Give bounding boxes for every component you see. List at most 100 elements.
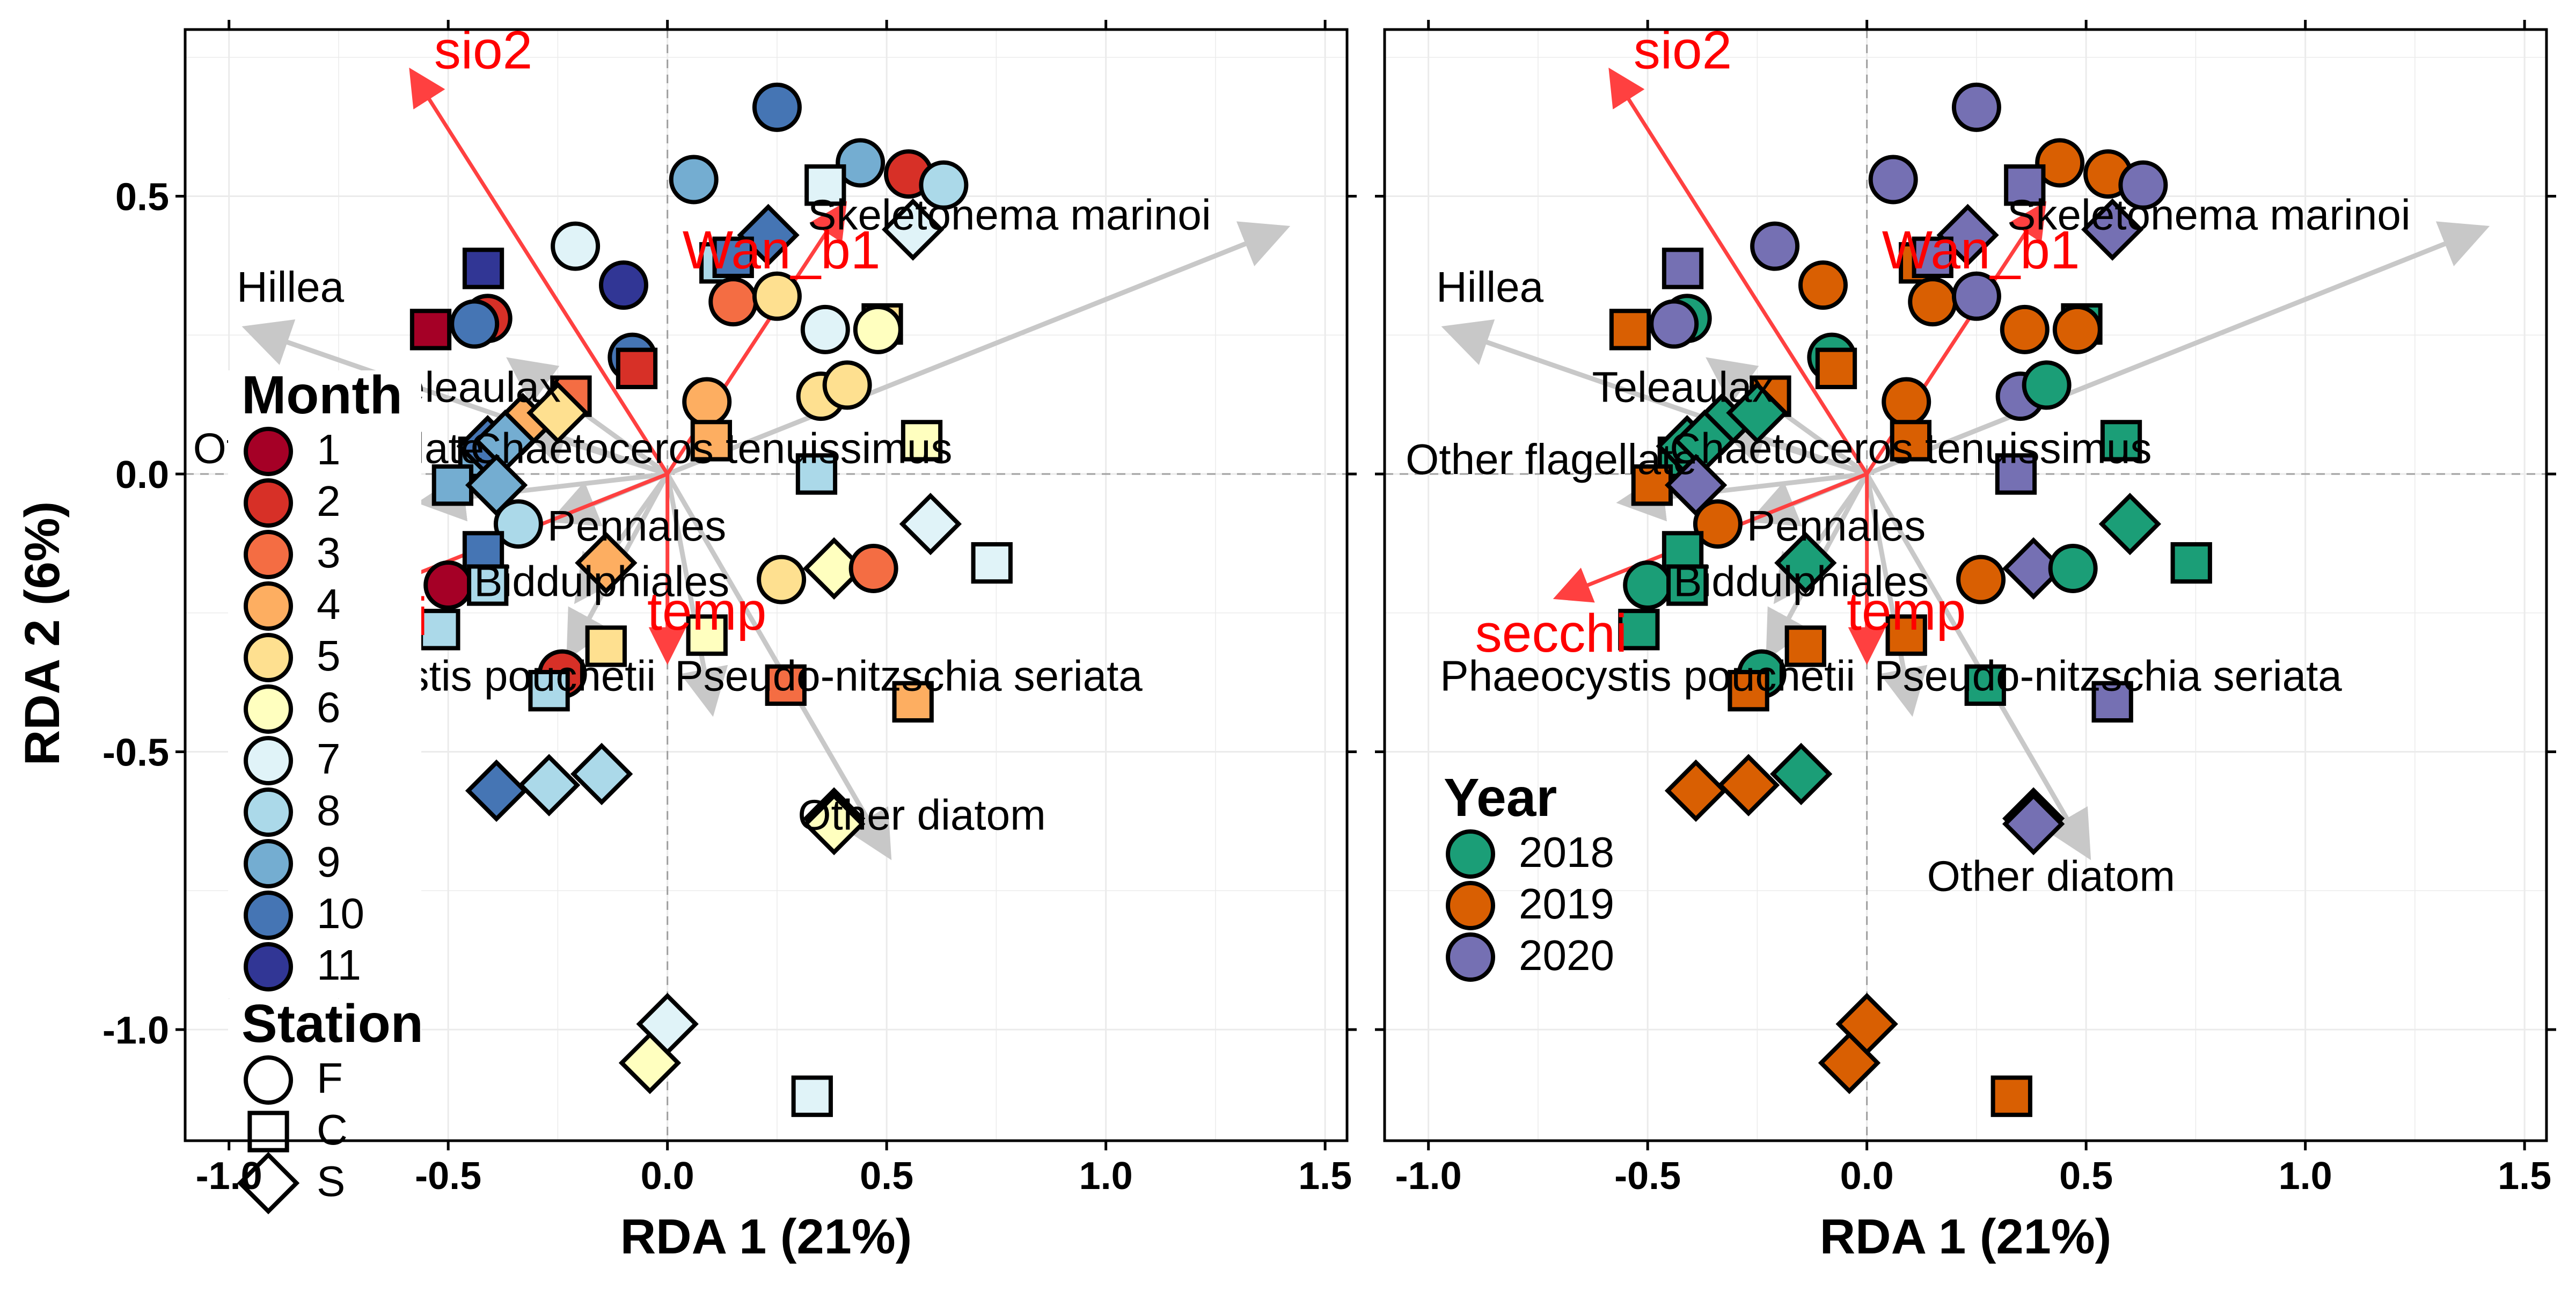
data-point bbox=[669, 155, 719, 205]
data-point bbox=[892, 681, 934, 723]
data-point bbox=[465, 759, 528, 822]
legend-label-c: C bbox=[317, 1106, 348, 1154]
data-point bbox=[2091, 681, 2133, 723]
legend-label-s: S bbox=[317, 1157, 345, 1205]
right-panel-year: Skeletonema marinoi Hillea Teleaulax Other … bbox=[1375, 20, 2556, 1264]
data-point bbox=[450, 299, 500, 349]
legend-label-f: F bbox=[317, 1054, 343, 1102]
data-point bbox=[1662, 531, 1704, 573]
left-panel-month-station: Skeletonema marinoiHilleaTeleaulaxOther … bbox=[103, 20, 1357, 1264]
data-point bbox=[2170, 542, 2212, 584]
legend-label-10: 10 bbox=[317, 889, 364, 937]
data-point bbox=[1951, 82, 2001, 132]
legend-title-station: Station bbox=[241, 994, 423, 1054]
data-point bbox=[836, 138, 885, 188]
data-point bbox=[690, 420, 733, 462]
legend-label-1: 1 bbox=[317, 426, 341, 473]
data-point bbox=[409, 309, 452, 351]
data-point bbox=[1885, 614, 1927, 656]
species-vector-skeletonema-marinoi bbox=[667, 221, 1291, 477]
legend-label-3: 3 bbox=[317, 529, 341, 577]
species-vector-skeletonema-marinoi bbox=[1866, 221, 2490, 477]
x-tick-label: 0.0 bbox=[1840, 1155, 1894, 1198]
env-label-temp: temp bbox=[1847, 581, 1966, 641]
legend-key-5 bbox=[244, 633, 293, 682]
species-label-teleaulax: Teleaulax bbox=[1592, 363, 1774, 411]
data-point bbox=[1750, 221, 1800, 271]
species-label-pseudo-nitzschia-seriata: Pseudo-nitzschia seriata bbox=[1874, 652, 2342, 700]
data-point bbox=[423, 560, 473, 610]
legend-key-f bbox=[244, 1055, 293, 1105]
data-point bbox=[598, 260, 648, 310]
legend-label-2019: 2019 bbox=[1519, 880, 1614, 928]
data-point bbox=[757, 555, 807, 604]
data-point bbox=[2118, 160, 2168, 210]
data-point bbox=[526, 381, 589, 444]
species-vector-chaetoceros-tenuissimus bbox=[518, 418, 669, 477]
x-tick-label: 1.5 bbox=[2498, 1155, 2551, 1198]
legend-key-11 bbox=[244, 942, 293, 991]
data-point bbox=[2100, 420, 2142, 462]
species-label-skeletonema-marinoi: Skeletonema marinoi bbox=[808, 191, 1211, 239]
legend-key-1 bbox=[244, 427, 293, 476]
data-point bbox=[551, 221, 601, 271]
legend-label-2020: 2020 bbox=[1519, 931, 1614, 979]
data-point bbox=[2052, 304, 2102, 354]
data-point bbox=[802, 792, 866, 856]
data-point bbox=[1912, 236, 1953, 279]
env-label-secchi: secchi bbox=[1475, 603, 1627, 663]
data-point bbox=[1818, 1031, 1881, 1095]
legend-key-4 bbox=[244, 581, 293, 631]
y-tick-label: -1.0 bbox=[103, 1009, 169, 1052]
species-label-chaetoceros-tenuissimus: Chaetoceros tenuissimus bbox=[1670, 424, 2151, 472]
data-point bbox=[2004, 164, 2046, 206]
data-point bbox=[2035, 138, 2085, 188]
env-vector-sio2 bbox=[409, 67, 669, 475]
data-point bbox=[1995, 453, 2037, 495]
y-tick-label: 0.0 bbox=[115, 454, 169, 497]
legend-key-9 bbox=[244, 839, 293, 888]
env-label-wan-b1: Wan_b1 bbox=[1882, 220, 2080, 280]
data-point bbox=[585, 625, 627, 667]
legend-key-8 bbox=[244, 787, 293, 837]
data-point bbox=[1990, 1075, 2032, 1117]
panel-border bbox=[184, 28, 1349, 1142]
data-point bbox=[1693, 499, 1743, 549]
data-point bbox=[2081, 198, 2144, 261]
legend-title-year: Year bbox=[1444, 768, 1557, 828]
data-point bbox=[822, 360, 872, 410]
legend-label-8: 8 bbox=[317, 786, 341, 834]
data-point bbox=[752, 271, 802, 321]
species-label-pennales: Pennales bbox=[547, 502, 727, 550]
data-point bbox=[616, 347, 658, 390]
legend-key-2020 bbox=[1446, 932, 1495, 982]
data-point bbox=[1774, 531, 1837, 594]
data-point bbox=[575, 531, 638, 594]
data-point bbox=[901, 420, 943, 462]
species-label-skeletonema-marinoi: Skeletonema marinoi bbox=[2007, 191, 2410, 239]
data-point bbox=[1726, 381, 1789, 444]
legend-key-10 bbox=[244, 891, 293, 940]
species-vector-other-diatom bbox=[665, 472, 892, 860]
legend-label-5: 5 bbox=[317, 632, 341, 680]
data-point bbox=[682, 377, 732, 427]
legend-key-c bbox=[247, 1111, 289, 1153]
species-vector-pseudo-nitzschia-seriata bbox=[1864, 473, 1928, 717]
species-label-other-diatom: Other diatom bbox=[797, 791, 1045, 838]
data-point bbox=[1964, 664, 2006, 706]
legend-title-month: Month bbox=[241, 365, 402, 425]
data-point bbox=[1664, 759, 1728, 822]
species-label-phaeocystis-pouchetii: Phaeocystis pouchetii bbox=[1440, 652, 1855, 700]
data-point bbox=[853, 304, 903, 354]
data-point bbox=[848, 543, 898, 593]
legend-label-6: 6 bbox=[317, 683, 341, 731]
data-point bbox=[1717, 754, 1780, 816]
data-point bbox=[517, 754, 581, 816]
legend-label-11: 11 bbox=[317, 941, 361, 989]
x-tick-label: -0.5 bbox=[415, 1155, 481, 1198]
data-point bbox=[882, 198, 945, 261]
y-tick-label: -0.5 bbox=[103, 732, 169, 775]
legend-key-3 bbox=[244, 530, 293, 579]
